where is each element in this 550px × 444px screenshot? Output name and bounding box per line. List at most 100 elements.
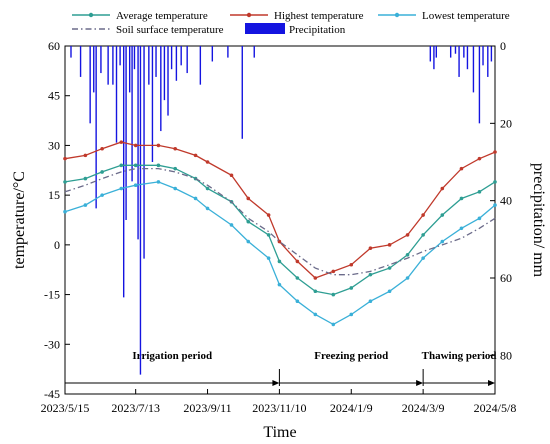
data-point-avg [331,292,336,297]
y-tick-label: 60 [48,39,60,53]
period-annotations: Irrigation period Freezing period Thawing … [64,350,497,386]
y-tick-label: -15 [44,288,60,302]
data-point-avg [173,166,177,171]
y2-tick-label: 60 [500,271,512,285]
data-point-low [459,226,464,231]
data-point-high [156,143,161,148]
data-point-low [277,282,282,287]
x-tick-label: 2023/7/13 [111,401,160,415]
data-point-low [313,312,318,317]
y-tick-label: 15 [48,188,60,202]
data-point-avg [133,163,138,168]
data-point-high [100,146,104,151]
data-point-high [477,156,482,161]
data-point-high [368,246,373,250]
data-point-low [266,256,271,260]
data-point-high [349,262,354,267]
data-point-avg [246,219,251,224]
y-axis-left: -45 -30 -15 0 15 30 45 60 [44,39,70,401]
series-line-avg [64,164,496,296]
legend-marker [246,12,252,18]
data-point-low [477,216,482,221]
data-point-high [459,166,464,171]
legend-label: Average temperature [116,10,208,22]
data-point-low [156,180,161,184]
data-point-low [100,193,104,197]
plot-frame [64,45,496,395]
data-point-high [63,156,67,161]
legend: Average temperature Highest temperature Lo… [72,10,510,36]
data-point-high [440,186,445,191]
data-point-high [133,143,138,148]
data-point-low [368,299,373,304]
precipitation-bars [70,46,493,375]
series-line-low [64,181,496,326]
temperature-lines [63,140,497,327]
data-point-low [440,239,445,244]
legend-label: Precipitation [289,24,346,36]
data-point-avg [205,186,210,191]
data-point-low [405,276,410,280]
data-point-avg [387,266,392,270]
x-tick-label: 2023/11/10 [252,401,306,415]
data-point-avg [368,272,373,277]
data-point-high [421,213,425,217]
y2-tick-label: 20 [500,116,512,130]
legend-marker [88,12,94,18]
y-tick-label: -30 [44,337,60,351]
y-tick-label: -45 [44,387,60,401]
data-point-high [173,146,177,151]
period-arrow-head [272,380,280,386]
data-point-high [387,243,392,247]
data-point-avg [83,176,88,181]
legend-label: Lowest temperature [422,10,510,22]
data-point-avg [421,233,425,237]
data-point-avg [440,213,445,217]
y-tick-label: 30 [48,138,60,152]
data-point-low [295,299,300,304]
data-point-low [119,186,124,191]
data-point-low [133,183,138,187]
data-point-high [83,153,88,158]
data-point-high [405,233,410,237]
data-point-high [331,269,336,274]
series-line-high [64,141,496,279]
data-point-low [331,322,336,327]
data-point-high [493,150,497,154]
legend-marker [394,12,400,18]
data-point-low [421,256,425,260]
period-label: Thawing period [422,350,497,362]
x-tick-label: 2024/1/9 [330,401,373,415]
data-point-avg [477,190,482,194]
data-point-high [246,196,251,201]
y2-tick-label: 0 [500,39,506,53]
period-arrow-head [488,380,495,386]
data-point-low [83,203,88,207]
data-point-high [229,173,234,178]
period-label: Irrigation period [132,350,212,362]
y2-tick-label: 40 [500,194,512,208]
data-point-avg [119,163,124,168]
data-point-low [193,196,198,201]
data-point-high [205,160,210,164]
y2-tick-label: 80 [500,348,512,362]
x-tick-label: 2023/9/11 [183,401,231,415]
data-point-avg [295,276,300,280]
y2-axis-title: precipitation/ mm [530,163,547,278]
x-tick-label: 2023/5/15 [41,401,90,415]
data-point-high [266,213,271,217]
y-axis-title: temperature/°C [11,171,28,269]
series-line-soil [64,167,496,276]
period-label: Freezing period [314,350,388,362]
period-arrow-head [416,380,424,386]
data-point-low [349,312,354,317]
data-point-high [313,276,318,280]
y-tick-label: 0 [54,238,60,252]
data-point-avg [459,196,464,201]
data-point-low [205,206,210,211]
data-point-avg [100,170,104,174]
data-point-low [387,289,392,294]
legend-label: Soil surface temperature [116,24,224,36]
data-point-avg [266,233,271,237]
